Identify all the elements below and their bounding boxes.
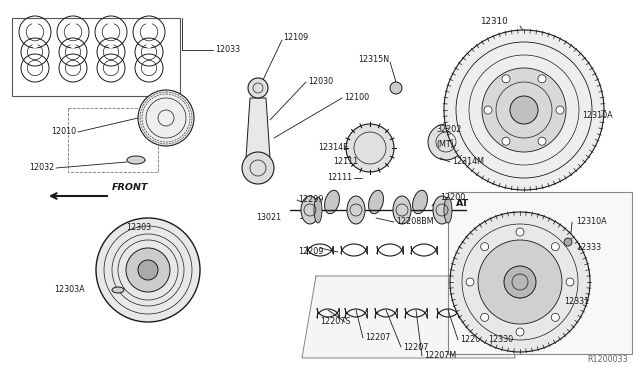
Text: 12315N: 12315N — [358, 55, 389, 64]
Circle shape — [444, 30, 604, 190]
Polygon shape — [246, 98, 270, 158]
Text: 12299: 12299 — [298, 196, 323, 205]
Circle shape — [564, 238, 572, 246]
Circle shape — [538, 137, 546, 145]
Bar — [12, 18, 180, 96]
Ellipse shape — [127, 156, 145, 164]
Text: AT: AT — [456, 199, 469, 208]
Text: 12030: 12030 — [308, 77, 333, 87]
Text: 12109: 12109 — [283, 33, 308, 42]
Text: FRONT: FRONT — [112, 183, 148, 192]
Text: 12209: 12209 — [298, 247, 323, 257]
Ellipse shape — [347, 196, 365, 224]
Bar — [68, 108, 158, 172]
Text: (MT): (MT) — [436, 140, 454, 148]
Circle shape — [482, 68, 566, 152]
Text: 12111: 12111 — [327, 173, 352, 183]
Circle shape — [390, 82, 402, 94]
Ellipse shape — [112, 287, 124, 293]
Text: 12207S: 12207S — [320, 317, 351, 327]
Circle shape — [248, 78, 268, 98]
Text: 12330: 12330 — [488, 336, 513, 344]
Ellipse shape — [413, 190, 428, 214]
Text: 12310A: 12310A — [582, 110, 612, 119]
Text: 12100: 12100 — [344, 93, 369, 103]
Text: 13021: 13021 — [256, 214, 281, 222]
Text: 12207: 12207 — [365, 334, 390, 343]
Text: 12111: 12111 — [333, 157, 358, 167]
Text: 32202: 32202 — [436, 125, 461, 135]
Circle shape — [566, 278, 574, 286]
Circle shape — [242, 152, 274, 184]
Circle shape — [502, 137, 510, 145]
Circle shape — [96, 218, 200, 322]
Circle shape — [510, 96, 538, 124]
Circle shape — [138, 260, 158, 280]
Text: 12331: 12331 — [564, 298, 589, 307]
Text: 12010: 12010 — [51, 128, 76, 137]
Text: 12303: 12303 — [126, 224, 151, 232]
Circle shape — [504, 266, 536, 298]
Circle shape — [538, 75, 546, 83]
Ellipse shape — [444, 197, 452, 223]
Text: 12310A: 12310A — [576, 218, 607, 227]
Circle shape — [551, 313, 559, 321]
Circle shape — [481, 313, 489, 321]
Circle shape — [516, 228, 524, 236]
Circle shape — [466, 278, 474, 286]
Text: 12207M: 12207M — [424, 352, 456, 360]
Text: 12207: 12207 — [403, 343, 428, 352]
Ellipse shape — [433, 196, 451, 224]
Ellipse shape — [393, 196, 411, 224]
Circle shape — [516, 328, 524, 336]
Text: R1200033: R1200033 — [588, 356, 628, 365]
Text: 12033: 12033 — [215, 45, 240, 55]
Polygon shape — [302, 276, 515, 358]
Ellipse shape — [314, 197, 322, 223]
Text: 12314M: 12314M — [452, 157, 484, 167]
Bar — [448, 192, 632, 354]
Text: 12207: 12207 — [460, 336, 485, 344]
Circle shape — [551, 243, 559, 251]
Ellipse shape — [369, 190, 383, 214]
Circle shape — [450, 212, 590, 352]
Circle shape — [428, 124, 464, 160]
Circle shape — [346, 124, 394, 172]
Text: 12314E: 12314E — [318, 144, 348, 153]
Circle shape — [484, 106, 492, 114]
Circle shape — [556, 106, 564, 114]
Text: 12310: 12310 — [480, 17, 508, 26]
Ellipse shape — [301, 196, 319, 224]
Text: 12200: 12200 — [440, 193, 465, 202]
Circle shape — [126, 248, 170, 292]
Text: 12333: 12333 — [576, 244, 601, 253]
Text: 12032: 12032 — [29, 164, 54, 173]
Text: 12303A: 12303A — [54, 285, 84, 295]
Circle shape — [502, 75, 510, 83]
Ellipse shape — [324, 190, 339, 214]
Text: 12208BM: 12208BM — [396, 218, 434, 227]
Circle shape — [481, 243, 489, 251]
Circle shape — [478, 240, 562, 324]
Circle shape — [138, 90, 194, 146]
